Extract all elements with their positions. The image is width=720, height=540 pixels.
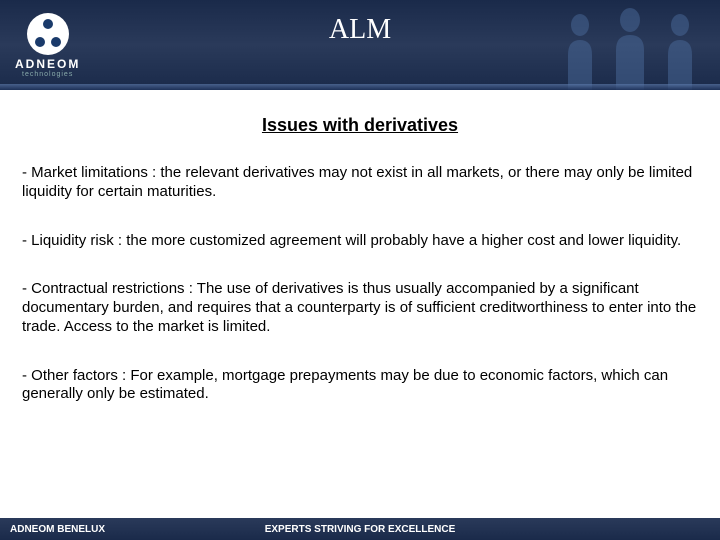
- page-title: ALM: [329, 14, 391, 46]
- logo-text: ADNEOM: [15, 57, 80, 71]
- footer-center: EXPERTS STRIVING FOR EXCELLENCE: [265, 524, 456, 535]
- paragraph: - Contractual restrictions : The use of …: [22, 280, 698, 336]
- logo-icon: [27, 13, 69, 55]
- paragraph: - Other factors : For example, mortgage …: [22, 367, 698, 405]
- silhouette-graphic: [540, 0, 720, 90]
- footer-left: ADNEOM BENELUX: [10, 524, 105, 535]
- logo: ADNEOM technologies: [15, 13, 80, 78]
- footer: ADNEOM BENELUX EXPERTS STRIVING FOR EXCE…: [0, 518, 720, 540]
- logo-subtext: technologies: [22, 71, 73, 78]
- subtitle: Issues with derivatives: [22, 115, 698, 136]
- paragraph: - Liquidity risk : the more customized a…: [22, 232, 698, 251]
- paragraph: - Market limitations : the relevant deri…: [22, 164, 698, 202]
- content: Issues with derivatives - Market limitat…: [0, 90, 720, 444]
- header: ADNEOM technologies ALM: [0, 0, 720, 90]
